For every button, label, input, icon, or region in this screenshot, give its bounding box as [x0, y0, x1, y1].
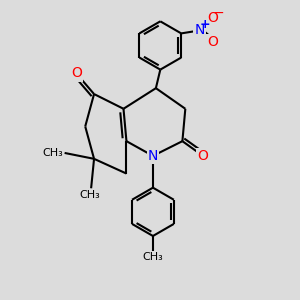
Text: O: O — [207, 11, 218, 25]
Text: CH₃: CH₃ — [42, 148, 63, 158]
Text: N: N — [194, 23, 205, 38]
Text: O: O — [198, 149, 208, 163]
Text: N: N — [148, 149, 158, 163]
Text: CH₃: CH₃ — [142, 252, 163, 262]
Text: +: + — [199, 18, 210, 31]
Text: −: − — [212, 6, 224, 20]
Text: CH₃: CH₃ — [79, 190, 100, 200]
Text: O: O — [71, 66, 82, 80]
Text: O: O — [207, 34, 218, 49]
